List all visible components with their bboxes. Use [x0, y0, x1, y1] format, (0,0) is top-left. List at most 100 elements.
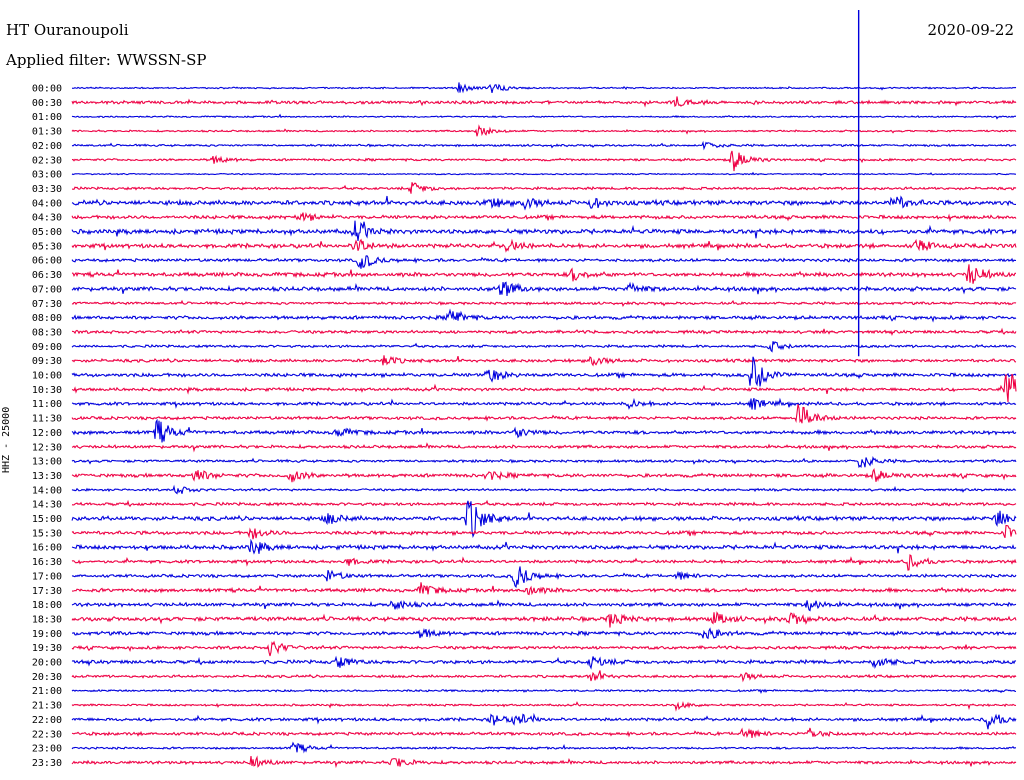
trace-row [71, 255, 1017, 269]
trace-row [71, 355, 1017, 367]
time-label: 06:30 [32, 270, 62, 281]
time-label: 17:00 [32, 571, 62, 582]
trace-row [71, 404, 1017, 424]
trace-row [71, 418, 1017, 443]
station-title: HT Ouranoupoli [6, 21, 129, 39]
trace-row [71, 327, 1017, 336]
time-label: 05:30 [32, 241, 62, 252]
filter-value: WWSSN-SP [116, 51, 207, 69]
trace-row [71, 755, 1017, 769]
time-label: 21:30 [32, 701, 62, 712]
time-label: 06:00 [32, 256, 62, 267]
trace-row [71, 524, 1017, 540]
trace-row [71, 264, 1017, 284]
trace-row [71, 281, 1017, 296]
trace-row [71, 611, 1017, 628]
trace-row [71, 554, 1017, 571]
trace-row [71, 442, 1017, 453]
time-label: 03:30 [32, 184, 62, 195]
trace-row [71, 397, 1017, 410]
time-label: 15:30 [32, 528, 62, 539]
time-label: 14:30 [32, 500, 62, 511]
trace-row [71, 655, 1017, 670]
trace-row [71, 356, 1017, 387]
trace-row [71, 140, 1017, 151]
time-label: 19:30 [32, 643, 62, 654]
time-label: 12:30 [32, 442, 62, 453]
time-label: 09:30 [32, 356, 62, 367]
time-label: 18:30 [32, 614, 62, 625]
time-label: 00:00 [32, 84, 62, 95]
time-label: 13:30 [32, 471, 62, 482]
trace-row [71, 599, 1017, 612]
time-label-layer: 00:00 00:30 01:00 01:30 02:00 02:30 03:00 03:30… [32, 84, 62, 769]
time-label: 22:00 [32, 715, 62, 726]
trace-row [71, 96, 1017, 108]
time-label: 23:30 [32, 758, 62, 769]
time-label: 17:30 [32, 586, 62, 597]
time-label: 01:30 [32, 127, 62, 138]
trace-row [71, 627, 1017, 640]
trace-row [71, 640, 1017, 657]
time-label: 13:00 [32, 457, 62, 468]
time-label: 10:00 [32, 371, 62, 382]
trace-row [71, 124, 1017, 137]
trace-row [71, 727, 1017, 739]
time-label: 15:00 [32, 514, 62, 525]
time-label: 11:30 [32, 414, 62, 425]
time-label: 04:00 [32, 198, 62, 209]
trace-row [71, 700, 1017, 712]
time-label: 02:00 [32, 141, 62, 152]
trace-row [71, 182, 1017, 194]
time-label: 03:00 [32, 170, 62, 181]
trace-row [71, 455, 1017, 469]
trace-row [71, 195, 1017, 211]
time-label: 04:30 [32, 213, 62, 224]
trace-row [71, 299, 1017, 307]
time-label: 20:30 [32, 672, 62, 683]
time-label: 18:00 [32, 600, 62, 611]
trace-row [71, 500, 1017, 538]
time-label: 07:00 [32, 284, 62, 295]
trace-row [71, 212, 1017, 223]
time-label: 21:00 [32, 686, 62, 697]
time-label: 01:00 [32, 112, 62, 123]
time-label: 16:30 [32, 557, 62, 568]
date-title: 2020-09-22 [927, 21, 1014, 39]
trace-row [71, 499, 1017, 508]
time-label: 23:00 [32, 744, 62, 755]
trace-row [71, 171, 1017, 176]
filter-label: Applied filter: WWSSN-SP [6, 50, 213, 70]
time-label: 16:00 [32, 543, 62, 554]
time-label: 08:30 [32, 327, 62, 338]
time-label: 19:00 [32, 629, 62, 640]
time-label: 09:00 [32, 342, 62, 353]
trace-row [71, 484, 1017, 495]
trace-row [71, 308, 1017, 323]
trace-row [71, 220, 1017, 242]
trace-row [71, 150, 1017, 172]
time-label: 02:30 [32, 155, 62, 166]
trace-row [71, 82, 1017, 94]
time-label: 11:00 [32, 399, 62, 410]
trace-row [71, 670, 1017, 683]
time-label: 05:00 [32, 227, 62, 238]
trace-row [71, 373, 1017, 403]
trace-row [71, 341, 1017, 353]
trace-row [71, 688, 1017, 694]
time-label: 00:30 [32, 98, 62, 109]
trace-row [71, 538, 1017, 555]
time-label: 12:00 [32, 428, 62, 439]
time-label: 14:00 [32, 485, 62, 496]
trace-row [71, 582, 1017, 596]
time-label: 08:00 [32, 313, 62, 324]
trace-row [71, 113, 1017, 120]
time-label: 07:30 [32, 299, 62, 310]
time-label: 22:30 [32, 729, 62, 740]
trace-row [71, 566, 1017, 589]
filter-label-text: Applied filter: [6, 51, 111, 69]
time-label: 10:30 [32, 385, 62, 396]
trace-row [71, 468, 1017, 483]
trace-row [71, 238, 1017, 253]
